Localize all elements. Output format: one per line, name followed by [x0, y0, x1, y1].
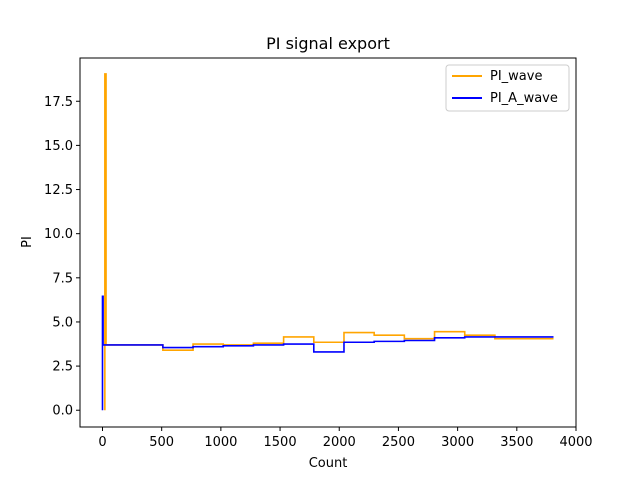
- x-axis-ticks: 0 500 1000 1500 2000 2500 3000 3500 4000: [98, 427, 593, 450]
- y-tick-label: 5.0: [52, 315, 73, 330]
- legend: PI_wave PI_A_wave: [445, 64, 570, 112]
- x-tick-label: 500: [149, 435, 174, 450]
- y-tick-label: 12.5: [44, 183, 73, 198]
- x-tick-label: 4000: [559, 435, 592, 450]
- x-tick-label: 3000: [441, 435, 474, 450]
- y-tick-label: 2.5: [52, 360, 73, 375]
- x-axis-label: Count: [309, 456, 348, 471]
- series-layer: [101, 73, 554, 411]
- y-tick-label: 7.5: [52, 271, 73, 286]
- legend-label-pi-wave: PI_wave: [490, 69, 542, 84]
- series-line-pi-wave: [104, 73, 554, 411]
- x-tick-label: 1500: [264, 435, 297, 450]
- x-tick-label: 2000: [323, 435, 356, 450]
- legend-label-pi-a-wave: PI_A_wave: [490, 91, 558, 106]
- series-line-pi-a-wave: [101, 295, 554, 411]
- x-tick-label: 3500: [500, 435, 533, 450]
- y-tick-label: 10.0: [44, 227, 73, 242]
- y-tick-label: 17.5: [44, 95, 73, 110]
- y-axis-ticks: 0.0 2.5 5.0 7.5 10.0 12.5 15.0 17.5: [44, 95, 80, 419]
- x-tick-label: 1000: [204, 435, 237, 450]
- y-tick-label: 0.0: [52, 404, 73, 419]
- chart-title: PI signal export: [266, 34, 390, 53]
- x-tick-label: 0: [98, 435, 106, 450]
- plot-area-frame: [79, 57, 577, 428]
- y-axis-label: PI: [20, 236, 35, 248]
- x-tick-label: 2500: [382, 435, 415, 450]
- y-tick-label: 15.0: [44, 139, 73, 154]
